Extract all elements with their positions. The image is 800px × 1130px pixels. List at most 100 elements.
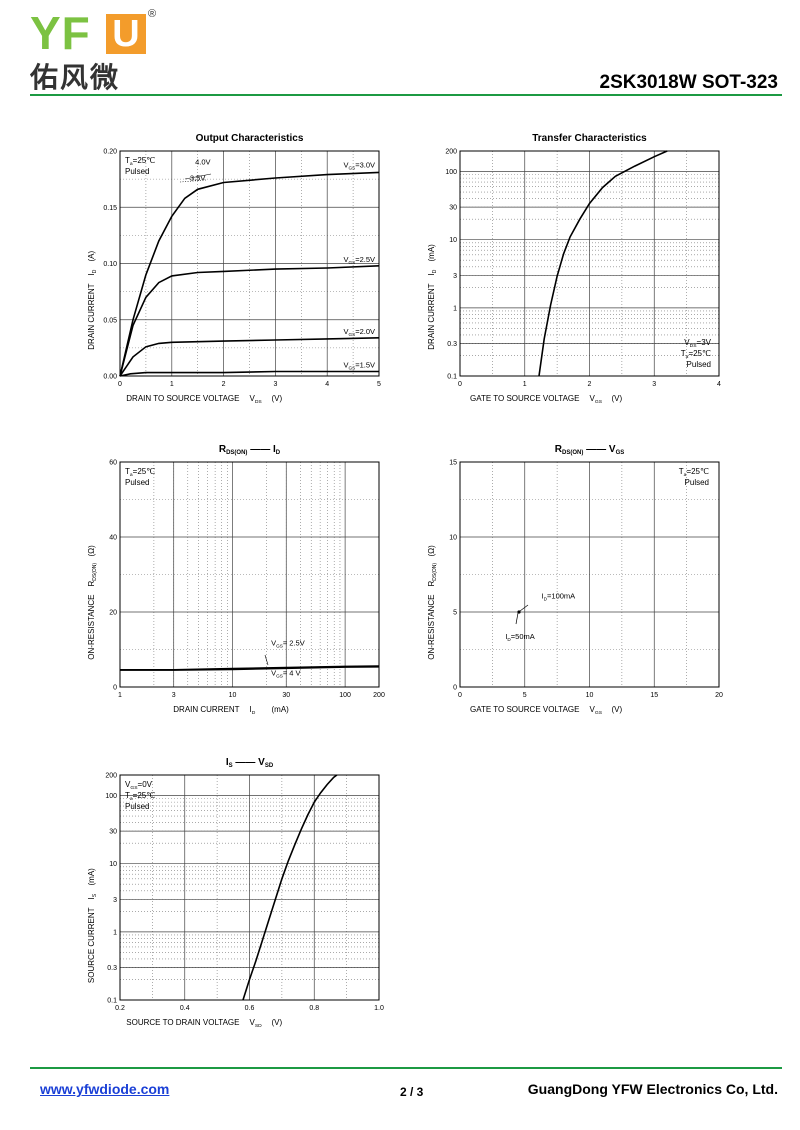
- y-tick-label: 0: [113, 685, 117, 692]
- page-header: YF U ® 佑风微 2SK3018W SOT-323: [0, 0, 800, 100]
- leader-line-2-5v: [264, 654, 269, 666]
- y-axis-label: DRAIN CURRENT: [87, 283, 96, 349]
- x-axis-symbol: ID: [250, 705, 256, 716]
- y-tick-label: 0.1: [447, 374, 457, 381]
- x-axis-symbol: VGS: [590, 394, 603, 405]
- company-name: GuangDong YFW Electronics Co, Ltd.: [527, 1081, 778, 1097]
- rds-vs-vgs-chart: RDS(ON) —— VGS 0 5 10 15 20 0 5 10 15 GATE TO SOUR…: [427, 444, 723, 716]
- annotation-label: 3.5V: [190, 173, 205, 182]
- series-line-0: [119, 171, 380, 377]
- chart-note: Ta=25℃: [125, 156, 155, 167]
- chart-title: RDS(ON) —— VGS: [555, 444, 624, 456]
- y-tick-label: 20: [109, 610, 117, 617]
- x-tick-label: 0: [118, 381, 122, 388]
- website-link[interactable]: www.yfwdiode.com: [40, 1081, 170, 1097]
- y-tick-label: 3: [453, 273, 457, 280]
- series-label: VGS=3.0V: [343, 160, 375, 170]
- series-line-0: [242, 774, 338, 1001]
- x-tick-label: 3: [652, 381, 656, 388]
- y-tick-label: 1: [453, 305, 457, 312]
- x-tick-label: 20: [715, 692, 723, 699]
- series-label: VGS= 2.5V: [271, 639, 305, 649]
- x-tick-label: 4: [325, 381, 329, 388]
- data-point: [517, 610, 521, 614]
- x-tick-label: 0.2: [115, 1005, 125, 1012]
- x-tick-label: 30: [282, 692, 290, 699]
- x-tick-label: 0.8: [309, 1005, 319, 1012]
- x-tick-label: 0: [458, 692, 462, 699]
- y-tick-label: 0.10: [103, 261, 117, 268]
- series-line-1: [120, 666, 380, 671]
- y-tick-label: 60: [109, 460, 117, 467]
- x-tick-label: 4: [717, 381, 721, 388]
- chart-title: Transfer Characteristics: [532, 133, 647, 144]
- x-axis-unit: (V): [612, 705, 623, 714]
- output-characteristics-chart: Output Characteristics 0 1 2 3 4 5 0.00 0.05 0.10…: [87, 133, 381, 405]
- leader-line-4v: [184, 173, 212, 180]
- y-axis-label-group: DRAIN CURRENT ID (mA): [427, 244, 438, 350]
- logo-letters: YF: [30, 7, 91, 59]
- x-tick-label: 3: [172, 692, 176, 699]
- footer-divider: [30, 1067, 782, 1069]
- annotation-label: 4.0V: [195, 158, 210, 167]
- series-label: VGS=1.5V: [343, 361, 375, 371]
- x-tick-label: 1: [118, 692, 122, 699]
- y-tick-label: 1: [113, 929, 117, 936]
- y-tick-label: 200: [105, 773, 117, 780]
- y-tick-label: 5: [453, 610, 457, 617]
- x-axis-unit: (V): [272, 1018, 283, 1027]
- chart-note: Pulsed: [687, 360, 711, 369]
- x-axis-label: GATE TO SOURCE VOLTAGE: [470, 705, 580, 714]
- logo-chinese-name: 佑风微: [30, 61, 121, 94]
- x-tick-label: 0: [458, 381, 462, 388]
- y-axis-label-group: ON-RESISTANCE RDS(ON) (Ω): [427, 545, 438, 660]
- x-axis-symbol: VSD: [250, 1018, 263, 1029]
- series-label: VGS= 4 V: [271, 669, 300, 679]
- x-tick-label: 1.0: [374, 1005, 384, 1012]
- plot-frame: [459, 150, 720, 377]
- y-tick-label: 10: [449, 237, 457, 244]
- y-axis-label-group: ON-RESISTANCE RDS(ON) (Ω): [87, 545, 98, 660]
- chart-note: Ta=25℃: [125, 791, 155, 802]
- x-tick-label: 1: [523, 381, 527, 388]
- y-tick-label: 100: [105, 793, 117, 800]
- y-axis-label: ON-RESISTANCE: [427, 595, 436, 660]
- chart-note: Ta=25℃: [679, 467, 709, 478]
- logo-box-letter: U: [106, 14, 146, 54]
- y-tick-label: 0.3: [447, 341, 457, 348]
- x-axis-label: GATE TO SOURCE VOLTAGE: [470, 394, 580, 403]
- y-axis-unit: (mA): [87, 868, 96, 886]
- x-tick-label: 15: [650, 692, 658, 699]
- y-axis-label: DRAIN CURRENT: [427, 283, 436, 349]
- y-tick-label: 0.05: [103, 317, 117, 324]
- y-axis-label: ON-RESISTANCE: [87, 595, 96, 660]
- y-axis-unit: (Ω): [87, 545, 96, 557]
- y-axis-symbol: RDS(ON): [427, 563, 438, 587]
- y-axis-unit: (A): [87, 251, 96, 262]
- y-axis-symbol: ID: [427, 269, 438, 275]
- chart-note: Pulsed: [125, 802, 149, 811]
- x-tick-label: 10: [229, 692, 237, 699]
- chart-title: RDS(ON) —— ID: [219, 444, 281, 456]
- y-axis-symbol: RDS(ON): [87, 563, 98, 587]
- is-vs-vsd-chart: IS —— VSD 0.2 0.4 0.6 0.8 1.0 0.1 0.3 1 3 10 30 100 2…: [87, 757, 384, 1029]
- chart-title: Output Characteristics: [196, 133, 304, 144]
- plot-frame: [119, 461, 380, 688]
- y-tick-label: 0.1: [107, 998, 117, 1005]
- y-tick-label: 0.3: [107, 965, 117, 972]
- x-tick-label: 200: [373, 692, 385, 699]
- x-tick-label: 100: [339, 692, 351, 699]
- chart-note: Pulsed: [685, 478, 709, 487]
- x-axis-symbol: VGS: [590, 705, 603, 716]
- arrow-50ma: [515, 612, 519, 625]
- y-axis-unit: (mA): [427, 244, 436, 262]
- x-tick-label: 5: [377, 381, 381, 388]
- x-axis-label: DRAIN TO SOURCE VOLTAGE: [126, 394, 239, 403]
- y-tick-label: 15: [449, 460, 457, 467]
- series-label: VGS=2.0V: [343, 327, 375, 337]
- x-tick-label: 0.4: [180, 1005, 190, 1012]
- series-label: VGS=2.5V: [343, 255, 375, 265]
- x-axis-unit: (V): [612, 394, 623, 403]
- page-number: 2 / 3: [400, 1085, 424, 1099]
- y-axis-label-group: DRAIN CURRENT ID (A): [87, 251, 98, 350]
